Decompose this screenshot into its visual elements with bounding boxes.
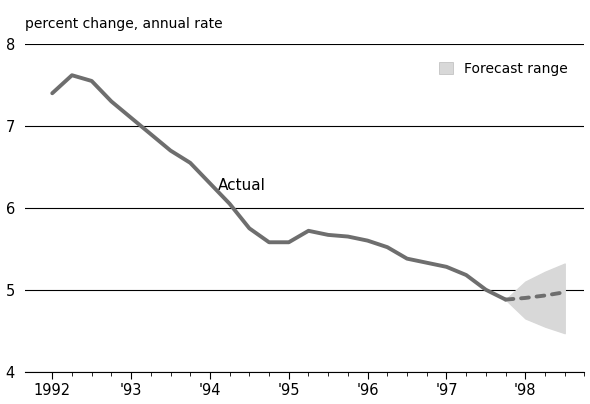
Text: Actual: Actual <box>218 178 266 193</box>
Legend: Forecast range: Forecast range <box>435 58 572 80</box>
Text: percent change, annual rate: percent change, annual rate <box>25 17 222 31</box>
